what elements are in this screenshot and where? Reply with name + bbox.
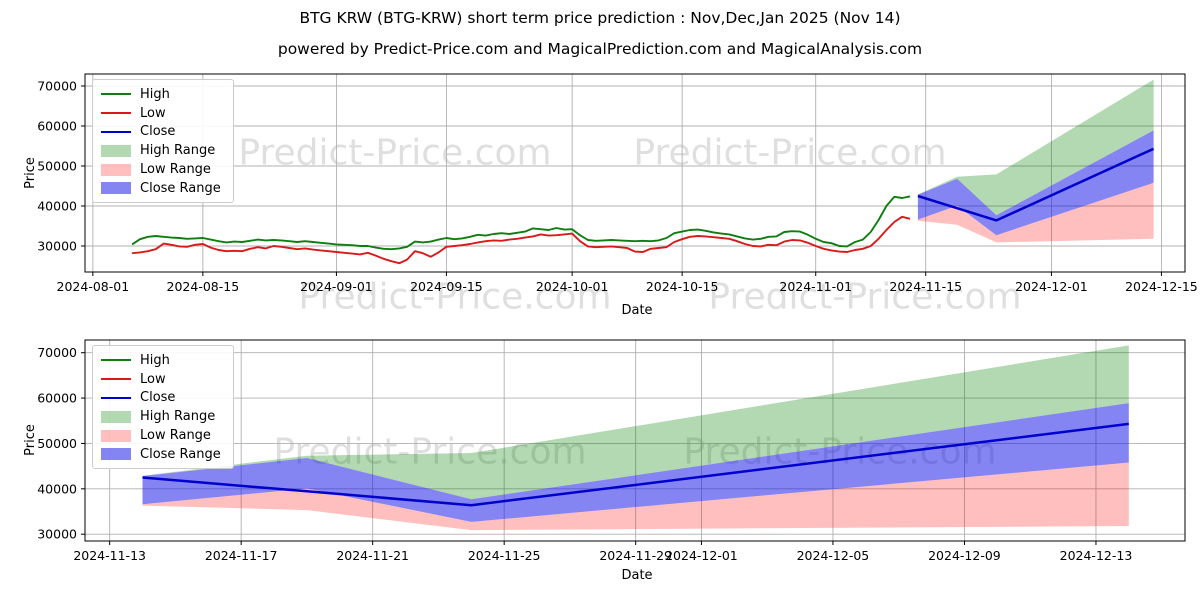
legend-patch-swatch [101,182,131,195]
legend-line-swatch [101,396,131,399]
close-forecast-line [917,147,1155,222]
legend-item-label: Close Range [140,446,221,462]
legend-item-high-range: High Range [101,407,233,426]
x-tick-label: 2024-08-15 [167,279,240,294]
legend-item-low: Low [101,104,233,123]
y-tick-label: 50000 [37,159,77,174]
legend-item-high: High [101,351,233,370]
legend-item-close-range: Close Range [101,445,233,464]
x-tick-label: 2024-11-15 [889,279,962,294]
y-tick-label: 70000 [37,345,77,360]
legend-item-low: Low [101,370,233,389]
legend-item-close-range: Close Range [101,179,233,198]
plot-border [84,339,1186,542]
legend-item-label: Close [140,390,176,406]
legend-top-chart: High Low Close High Range Low Range Close Ran… [92,79,234,203]
legend-item-label: Low Range [140,428,211,444]
legend-item-label: High [140,352,170,368]
legend-line-swatch [101,93,131,96]
watermark-text: Predict-Price.com [633,132,947,174]
x-tick-label: 2024-12-13 [1060,548,1133,563]
x-axis-label-bottom: Date [621,568,653,583]
x-tick-label: 2024-08-01 [57,279,130,294]
legend-patch-swatch [101,429,131,442]
low-range-band [917,182,1154,243]
y-tick-label: 30000 [37,527,77,542]
legend-patch-swatch [101,410,131,423]
x-tick-label: 2024-11-21 [336,548,409,563]
legend-line-swatch [101,378,131,381]
high-history-line [131,195,911,251]
x-tick-label: 2024-09-15 [410,279,483,294]
legend-patch-swatch [101,448,131,461]
x-tick-label: 2024-11-13 [73,548,146,563]
x-tick-label: 2024-12-01 [1015,279,1088,294]
x-tick-label: 2024-11-25 [468,548,541,563]
legend-item-label: Close [140,124,176,140]
x-tick-label: 2024-11-29 [599,548,672,563]
close-forecast-line [142,422,1129,507]
x-tick-label: 2024-11-01 [779,279,852,294]
high-range-band [142,345,1129,500]
x-tick-label: 2024-12-09 [928,548,1001,563]
legend-item-low-range: Low Range [101,160,233,179]
y-tick-label: 30000 [37,239,77,254]
low-range-band [142,462,1129,531]
legend-item-label: Close Range [140,180,221,196]
figure-title: BTG KRW (BTG-KRW) short term price predi… [299,9,901,27]
plot-border [84,73,1186,273]
legend-item-label: Low [140,105,166,121]
legend-item-label: Low [140,371,166,387]
x-tick-label: 2024-10-01 [536,279,609,294]
close-range-band [917,130,1154,236]
figure-subtitle: powered by Predict-Price.com and Magical… [277,40,923,58]
watermark-text: Predict-Price.com [238,132,552,174]
y-tick-label: 60000 [37,119,77,134]
y-tick-label: 50000 [37,436,77,451]
legend-item-label: High Range [140,143,216,159]
legend-item-label: Low Range [140,162,211,178]
x-tick-label: 2024-09-01 [300,279,373,294]
x-tick-label: 2024-12-01 [665,548,738,563]
y-tick-label: 40000 [37,481,77,496]
y-tick-label: 40000 [37,199,77,214]
legend-patch-swatch [101,163,131,176]
legend-line-swatch [101,359,131,362]
legend-item-low-range: Low Range [101,426,233,445]
legend-patch-swatch [101,144,131,157]
legend-item-close: Close [101,123,233,142]
x-axis-label-top: Date [621,303,653,318]
y-tick-label: 60000 [37,391,77,406]
x-tick-label: 2024-12-05 [797,548,870,563]
legend-item-close: Close [101,389,233,408]
legend-line-swatch [101,130,131,133]
legend-item-high: High [101,85,233,104]
low-history-line [132,215,911,265]
x-tick-label: 2024-10-15 [646,279,719,294]
legend-item-high-range: High Range [101,141,233,160]
close-range-band [142,403,1129,522]
legend-item-label: High [140,86,170,102]
watermark-text: Predict-Price.com [708,276,1022,318]
high-range-band [917,79,1154,216]
watermark-text: Predict-Price.com [298,276,612,318]
legend-bottom-chart: High Low Close High Range Low Range Close Ran… [92,345,234,469]
legend-item-label: High Range [140,409,216,425]
y-axis-label-bottom: Price [23,424,38,456]
y-axis-label-top: Price [23,157,38,189]
x-tick-label: 2024-12-15 [1125,279,1198,294]
x-tick-label: 2024-11-17 [205,548,278,563]
legend-line-swatch [101,112,131,115]
y-tick-label: 70000 [37,79,77,94]
